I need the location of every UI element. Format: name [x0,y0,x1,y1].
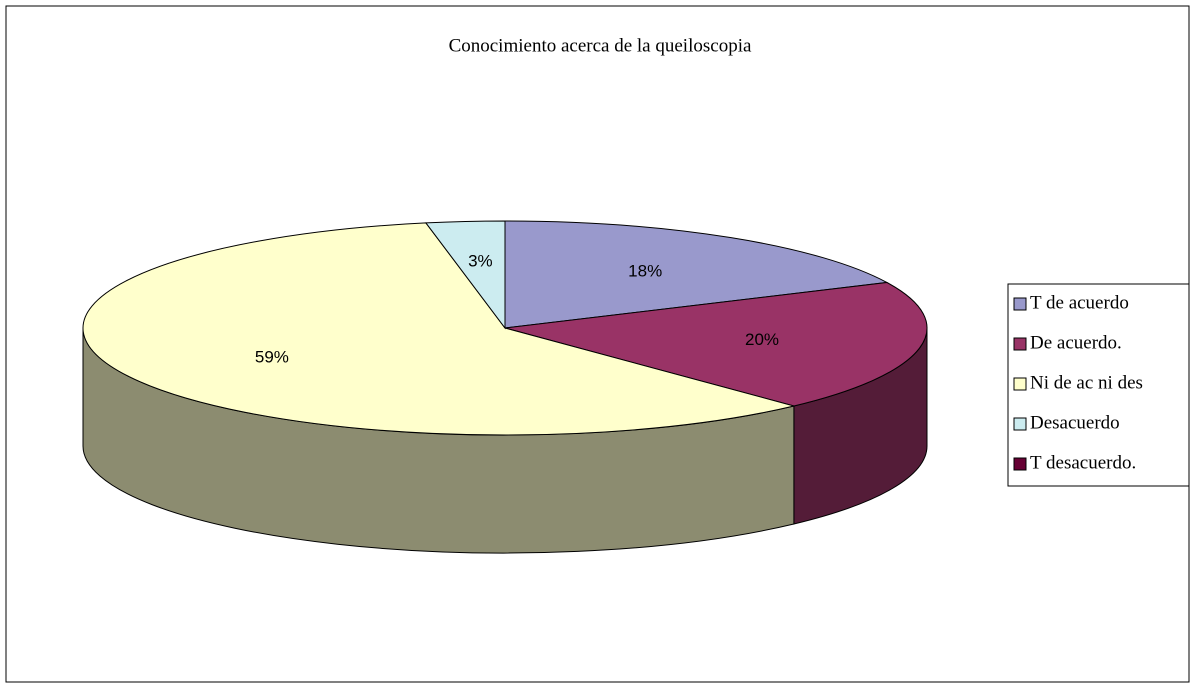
legend-swatch [1013,417,1027,431]
legend-label: Desacuerdo [1030,412,1120,433]
slice [504,281,928,407]
data-label: 59% [255,348,289,367]
legend-swatch [1013,297,1027,311]
legend-box [1007,283,1190,487]
legend-label: T de acuerdo [1030,292,1129,313]
legend-swatch [1013,377,1027,391]
data-label: 18% [628,261,662,280]
slice [82,222,795,436]
pie-labels: 18% 20% 59% 3% [255,251,779,366]
legend-label: T desacuerdo. [1030,452,1136,473]
legend: T de acuerdo De acuerdo. Ni de ac ni des De… [1013,292,1143,473]
legend-label: Ni de ac ni des [1030,372,1143,393]
data-label: 3% [468,251,493,270]
legend-label: De acuerdo. [1030,332,1122,353]
pie-tops [82,220,928,436]
data-label: 20% [745,330,779,349]
chart-title: Conocimiento acerca de la queiloscopia [449,35,752,56]
pie-sides [82,327,928,554]
legend-swatch [1013,337,1027,351]
slice [504,220,889,329]
legend-swatch [1013,457,1027,471]
